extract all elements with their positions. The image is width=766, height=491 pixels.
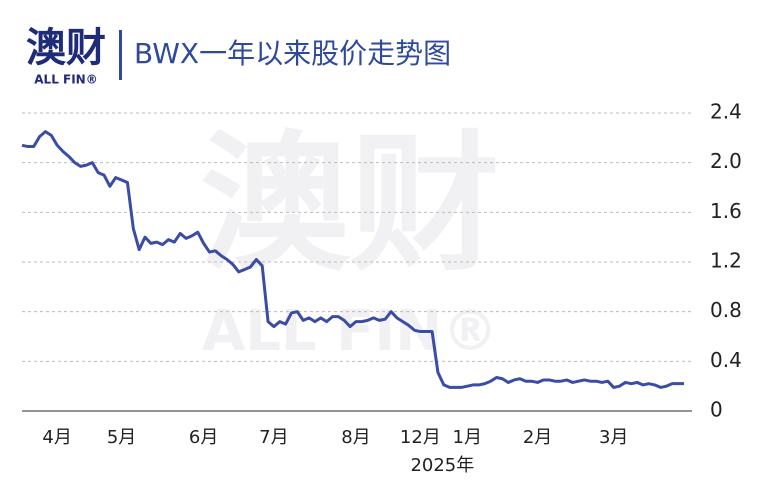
watermark-sub: ALL FIN® xyxy=(202,299,498,364)
chart-title: BWX一年以来股价走势图 xyxy=(134,37,451,70)
y-tick-label: 1.6 xyxy=(710,199,742,223)
y-tick-label: 2.0 xyxy=(710,149,742,173)
y-tick-label: 2.4 xyxy=(710,100,742,124)
x-tick-label: 2月 xyxy=(523,427,552,448)
x-tick-label: 7月 xyxy=(259,427,288,448)
x-tick-label: 4月 xyxy=(42,427,71,448)
watermark-text: 澳财 xyxy=(200,118,500,292)
logo-sub: ALL FIN® xyxy=(34,73,97,87)
title-divider xyxy=(119,30,122,80)
x-tick-label: 1月 xyxy=(453,427,482,448)
y-tick-label: 0.4 xyxy=(710,348,742,372)
x-tick-label: 12月 xyxy=(400,427,441,448)
y-tick-label: 1.2 xyxy=(710,249,742,273)
x-tick-label: 6月 xyxy=(189,427,218,448)
x-tick-label: 8月 xyxy=(341,427,370,448)
x-tick-label: 5月 xyxy=(107,427,136,448)
logo-text: 澳财 xyxy=(26,25,106,71)
price-line xyxy=(21,130,684,389)
y-tick-label: 0.8 xyxy=(710,298,742,322)
annotation: 2025年 xyxy=(410,455,474,476)
x-tick-label: 3月 xyxy=(599,427,628,448)
y-tick-label: 0 xyxy=(710,398,723,422)
